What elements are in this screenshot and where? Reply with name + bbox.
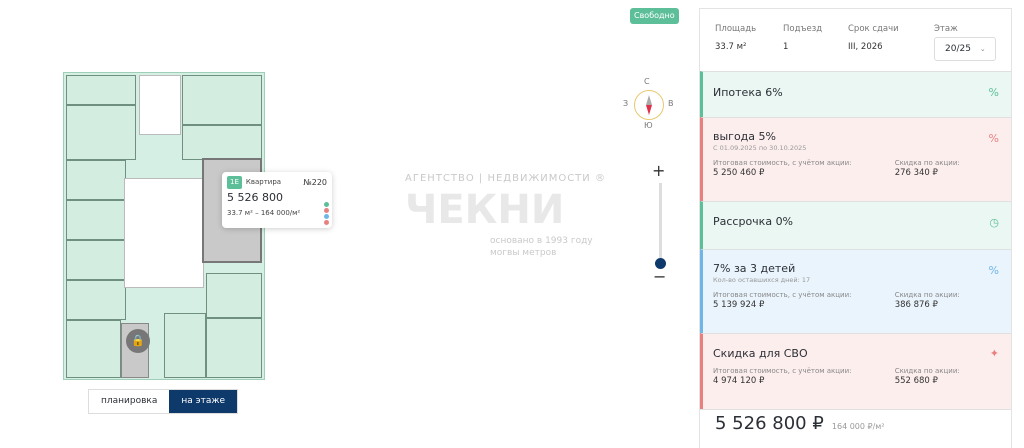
discount-value: 552 680 ₽ [894,376,938,386]
zoom-slider-handle[interactable] [655,258,666,269]
compass-south: Ю [644,121,653,130]
apartment[interactable] [206,318,262,378]
compass-east: В [668,99,674,108]
elevator-core [124,178,204,288]
zoom-slider[interactable] [659,183,662,261]
offer-title: Ипотека 6% [713,86,783,99]
discount-label: Скидка по акции: [894,367,960,375]
discount-label: Скидка по акции: [894,159,960,167]
entrance-value: 1 [783,42,789,52]
compass: С З В Ю [620,75,676,133]
apartment-panel: Площадь 33.7 м² Подъезд 1 Срок сдачи III… [699,8,1012,448]
apartment[interactable] [66,240,126,280]
offer-title: Скидка для СВО [713,347,808,360]
offer-subtitle: Кол-во оставшихся дней: 17 [713,276,811,284]
zoom-in-button[interactable]: + [652,161,666,180]
floor-value: 20/25 [945,44,971,54]
apartment-tooltip: 1Е Квартира №220 5 526 800 33.7 м² – 164… [222,172,332,228]
apartment-tag: 1Е [227,176,242,189]
compass-west: З [623,99,629,108]
area-value: 33.7 м² [715,42,747,52]
apartment-type: Квартира [245,178,282,186]
price-per-m2: 164 000 ₽/м² [831,422,885,431]
offer-subtitle: С 01.09.2025 по 30.10.2025 [713,144,807,152]
sparkle-icon: ✦ [989,347,999,360]
lock-icon: 🔒 [126,329,150,353]
apartment[interactable] [182,125,262,160]
compass-needle-south-icon [646,105,652,115]
price-block: 5 526 800 ₽ 164 000 ₽/м² [700,409,1011,441]
discount-value: 276 340 ₽ [894,168,938,178]
apartment-info: Площадь 33.7 м² Подъезд 1 Срок сдачи III… [700,9,1011,71]
percent-icon: % [988,132,999,145]
compass-north: С [644,77,650,86]
apartment[interactable] [66,160,126,200]
apartment[interactable] [66,320,121,378]
entrance-label: Подъезд [783,24,823,34]
area-label: Площадь [715,24,757,34]
apartment[interactable] [164,313,206,378]
offer-dots [324,202,329,226]
tooltip-price: 5 526 800 [227,191,283,204]
apartment[interactable] [182,75,262,125]
apartment[interactable] [66,75,136,105]
apartment[interactable] [66,105,136,160]
discount-label: Скидка по акции: [894,291,960,299]
apartment[interactable] [66,200,126,240]
total-label: Итоговая стоимость, с учётом акции: [713,291,852,299]
percent-icon: % [988,264,999,277]
compass-needle-icon [646,95,652,105]
total-value: 5 250 460 ₽ [713,168,765,178]
floor-label: Этаж [934,24,958,34]
deadline-label: Срок сдачи [848,24,899,34]
tooltip-details: 33.7 м² – 164 000/м² [227,209,301,217]
offer-discount-5[interactable]: выгода 5% С 01.09.2025 по 30.10.2025 % И… [700,117,1011,201]
offer-svo[interactable]: Скидка для СВО ✦ Итоговая стоимость, с у… [700,333,1011,409]
offer-title: 7% за 3 детей [713,262,796,275]
clock-icon: ◷ [989,216,999,229]
apartment[interactable] [66,280,126,320]
tab-on-floor[interactable]: на этаже [169,390,237,414]
discount-value: 386 876 ₽ [894,300,938,310]
offer-mortgage[interactable]: Ипотека 6% % [700,71,1011,117]
deadline-value: III, 2026 [848,42,883,52]
chevron-down-icon: ⌄ [979,45,986,53]
offer-installment[interactable]: Рассрочка 0% ◷ [700,201,1011,249]
tab-plan[interactable]: планировка [101,396,158,406]
watermark-logo: АГЕНТСТВО | НЕДВИЖИМОСТИ ® ЧЕКНИ основан… [405,173,606,258]
percent-icon: % [988,86,999,99]
offer-title: выгода 5% [713,130,776,143]
total-label: Итоговая стоимость, с учётом акции: [713,367,852,375]
apartment-number: №220 [303,178,327,187]
total-value: 4 974 120 ₽ [713,376,765,386]
compass-ring [634,90,664,120]
total-value: 5 139 924 ₽ [713,300,765,310]
offer-3-children[interactable]: 7% за 3 детей Кол-во оставшихся дней: 17… [700,249,1011,333]
floor-select[interactable]: 20/25 ⌄ [934,37,996,61]
view-tabs: планировка на этаже [88,389,238,415]
offer-title: Рассрочка 0% [713,215,794,228]
zoom-out-button[interactable]: − [653,267,667,286]
total-label: Итоговая стоимость, с учётом акции: [713,159,852,167]
total-price: 5 526 800 ₽ [715,413,824,434]
stairwell [139,75,181,135]
status-badge: Свободно [630,8,679,24]
apartment[interactable] [206,273,262,318]
